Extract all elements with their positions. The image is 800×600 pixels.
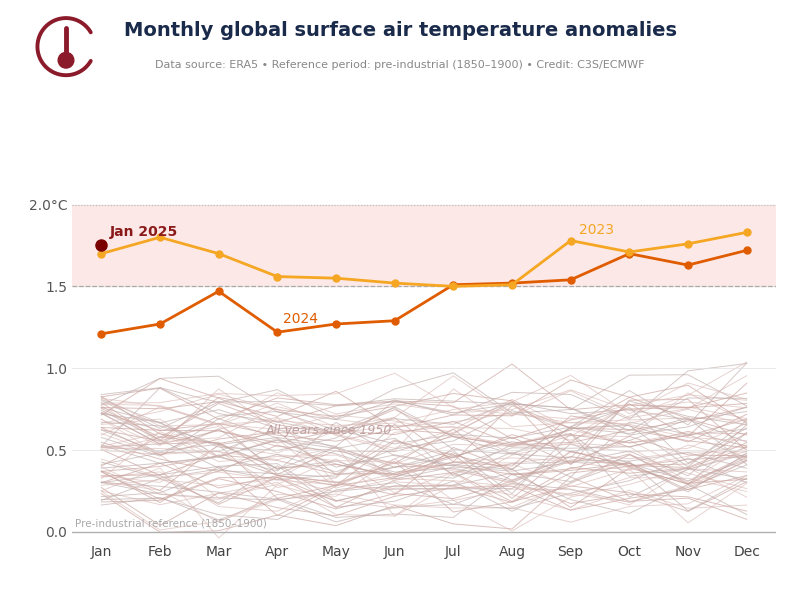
Text: All years since 1950: All years since 1950 (266, 424, 392, 437)
Text: Jan 2025: Jan 2025 (110, 226, 178, 239)
Text: Data source: ERA5 • Reference period: pre-industrial (1850–1900) • Credit: C3S/E: Data source: ERA5 • Reference period: pr… (155, 60, 645, 70)
Text: 2023: 2023 (579, 223, 614, 237)
Text: 2024: 2024 (283, 312, 318, 326)
Bar (72, 205, 776, 286)
Circle shape (58, 52, 74, 68)
Text: Monthly global surface air temperature anomalies: Monthly global surface air temperature a… (123, 21, 677, 40)
Text: Pre-industrial reference (1850–1900): Pre-industrial reference (1850–1900) (75, 518, 267, 529)
